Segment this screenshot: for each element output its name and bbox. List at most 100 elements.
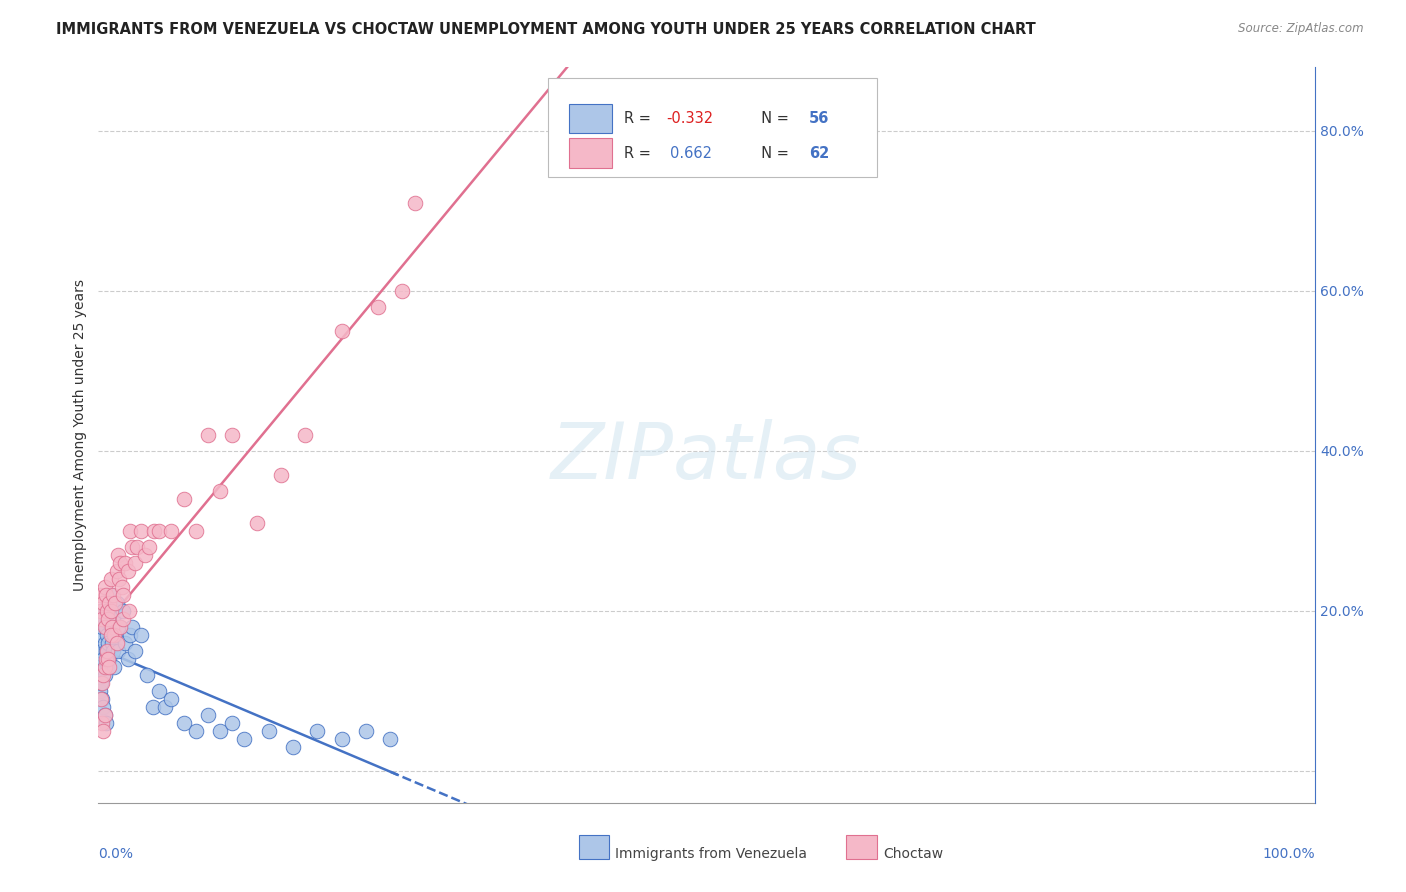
Point [121, 540, 143, 554]
Point [110, 620, 132, 634]
Point [245, 516, 267, 530]
Point [89, 588, 111, 602]
FancyBboxPatch shape [579, 835, 609, 859]
FancyBboxPatch shape [569, 138, 612, 168]
Point [160, 524, 183, 538]
Y-axis label: Unemployment Among Youth under 25 years: Unemployment Among Youth under 25 years [73, 279, 87, 591]
Point [233, 731, 256, 746]
Point [91, 723, 114, 738]
Point [91, 644, 114, 658]
Point [155, 699, 177, 714]
Point [118, 628, 141, 642]
Point [111, 612, 134, 626]
Point [111, 604, 134, 618]
Text: Immigrants from Venezuela: Immigrants from Venezuela [616, 847, 807, 861]
Point [101, 588, 124, 602]
Point [330, 324, 353, 338]
Point [114, 636, 136, 650]
Point [173, 491, 195, 506]
Text: Choctaw: Choctaw [883, 847, 943, 861]
Point [94, 588, 117, 602]
Point [104, 596, 127, 610]
Point [100, 620, 122, 634]
Point [110, 580, 132, 594]
Point [367, 300, 389, 314]
Point [98, 652, 121, 666]
Text: 0.662: 0.662 [671, 145, 711, 161]
Point [148, 683, 170, 698]
Point [117, 564, 139, 578]
Point [134, 548, 156, 562]
Point [143, 524, 166, 538]
Point [197, 428, 219, 442]
Point [98, 660, 121, 674]
Point [148, 524, 170, 538]
Point [90, 604, 112, 618]
Point [94, 652, 117, 666]
Point [90, 628, 112, 642]
Text: ZIPatlas: ZIPatlas [551, 419, 862, 495]
Point [90, 604, 112, 618]
FancyBboxPatch shape [548, 78, 877, 178]
Point [136, 668, 159, 682]
Point [107, 644, 129, 658]
Point [138, 540, 160, 554]
Text: -0.332: -0.332 [666, 111, 713, 126]
Text: 100.0%: 100.0% [1263, 847, 1315, 861]
Point [101, 636, 124, 650]
Point [221, 428, 243, 442]
Point [91, 620, 114, 634]
Point [91, 668, 114, 682]
Point [129, 524, 152, 538]
Point [160, 691, 183, 706]
Point [91, 691, 114, 706]
Point [103, 628, 125, 642]
Point [221, 715, 243, 730]
Point [93, 707, 115, 722]
Point [100, 572, 122, 586]
Point [129, 628, 152, 642]
Point [93, 636, 115, 650]
Point [97, 612, 120, 626]
Point [97, 604, 120, 618]
Point [94, 644, 117, 658]
Point [89, 660, 111, 674]
Point [101, 612, 124, 626]
Text: Source: ZipAtlas.com: Source: ZipAtlas.com [1239, 22, 1364, 36]
Point [96, 628, 118, 642]
Point [391, 284, 413, 298]
FancyBboxPatch shape [846, 835, 877, 859]
Point [94, 620, 117, 634]
Point [91, 596, 114, 610]
Point [103, 660, 125, 674]
Point [281, 739, 304, 754]
Point [118, 604, 141, 618]
Point [96, 644, 118, 658]
Point [330, 731, 353, 746]
Point [110, 620, 132, 634]
Point [96, 604, 118, 618]
Point [121, 620, 143, 634]
Point [117, 652, 139, 666]
Text: R =: R = [624, 145, 659, 161]
Text: 56: 56 [808, 111, 830, 126]
Text: IMMIGRANTS FROM VENEZUELA VS CHOCTAW UNEMPLOYMENT AMONG YOUTH UNDER 25 YEARS COR: IMMIGRANTS FROM VENEZUELA VS CHOCTAW UNE… [56, 22, 1036, 37]
Point [104, 628, 127, 642]
Point [124, 556, 146, 570]
Point [91, 675, 114, 690]
Point [91, 652, 114, 666]
Point [124, 644, 146, 658]
Point [89, 683, 111, 698]
Point [101, 620, 124, 634]
Point [97, 652, 120, 666]
Text: 62: 62 [808, 145, 830, 161]
Point [93, 620, 115, 634]
Point [111, 588, 134, 602]
Text: N =: N = [752, 111, 793, 126]
Point [209, 723, 232, 738]
Point [91, 612, 114, 626]
Text: R =: R = [624, 111, 655, 126]
Point [404, 195, 426, 210]
Point [270, 467, 292, 482]
Point [91, 699, 114, 714]
